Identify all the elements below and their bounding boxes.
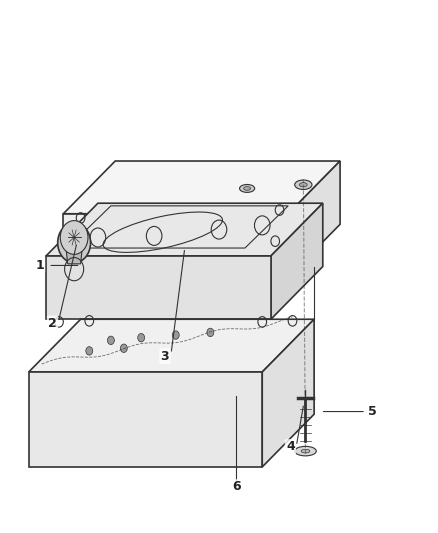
Polygon shape xyxy=(271,203,323,319)
Text: 2: 2 xyxy=(48,317,57,330)
Polygon shape xyxy=(29,372,262,467)
Text: 6: 6 xyxy=(232,480,240,494)
Circle shape xyxy=(207,328,214,337)
Text: 5: 5 xyxy=(368,405,377,418)
Polygon shape xyxy=(64,214,288,277)
Ellipse shape xyxy=(301,449,310,453)
Ellipse shape xyxy=(244,187,251,190)
Polygon shape xyxy=(29,319,314,372)
Ellipse shape xyxy=(295,180,312,190)
Circle shape xyxy=(138,334,145,342)
Text: 4: 4 xyxy=(286,440,295,454)
Circle shape xyxy=(120,344,127,352)
Polygon shape xyxy=(288,161,340,277)
Circle shape xyxy=(58,223,91,263)
Polygon shape xyxy=(66,243,83,264)
Circle shape xyxy=(60,221,88,254)
Ellipse shape xyxy=(300,183,307,187)
Polygon shape xyxy=(46,203,323,256)
Circle shape xyxy=(172,331,179,340)
Polygon shape xyxy=(64,161,340,214)
Circle shape xyxy=(107,336,114,344)
Polygon shape xyxy=(262,319,314,467)
Text: 3: 3 xyxy=(161,350,169,362)
Ellipse shape xyxy=(295,446,316,456)
Polygon shape xyxy=(46,256,271,319)
Ellipse shape xyxy=(240,184,254,192)
Circle shape xyxy=(86,346,93,355)
Text: 1: 1 xyxy=(35,259,44,272)
